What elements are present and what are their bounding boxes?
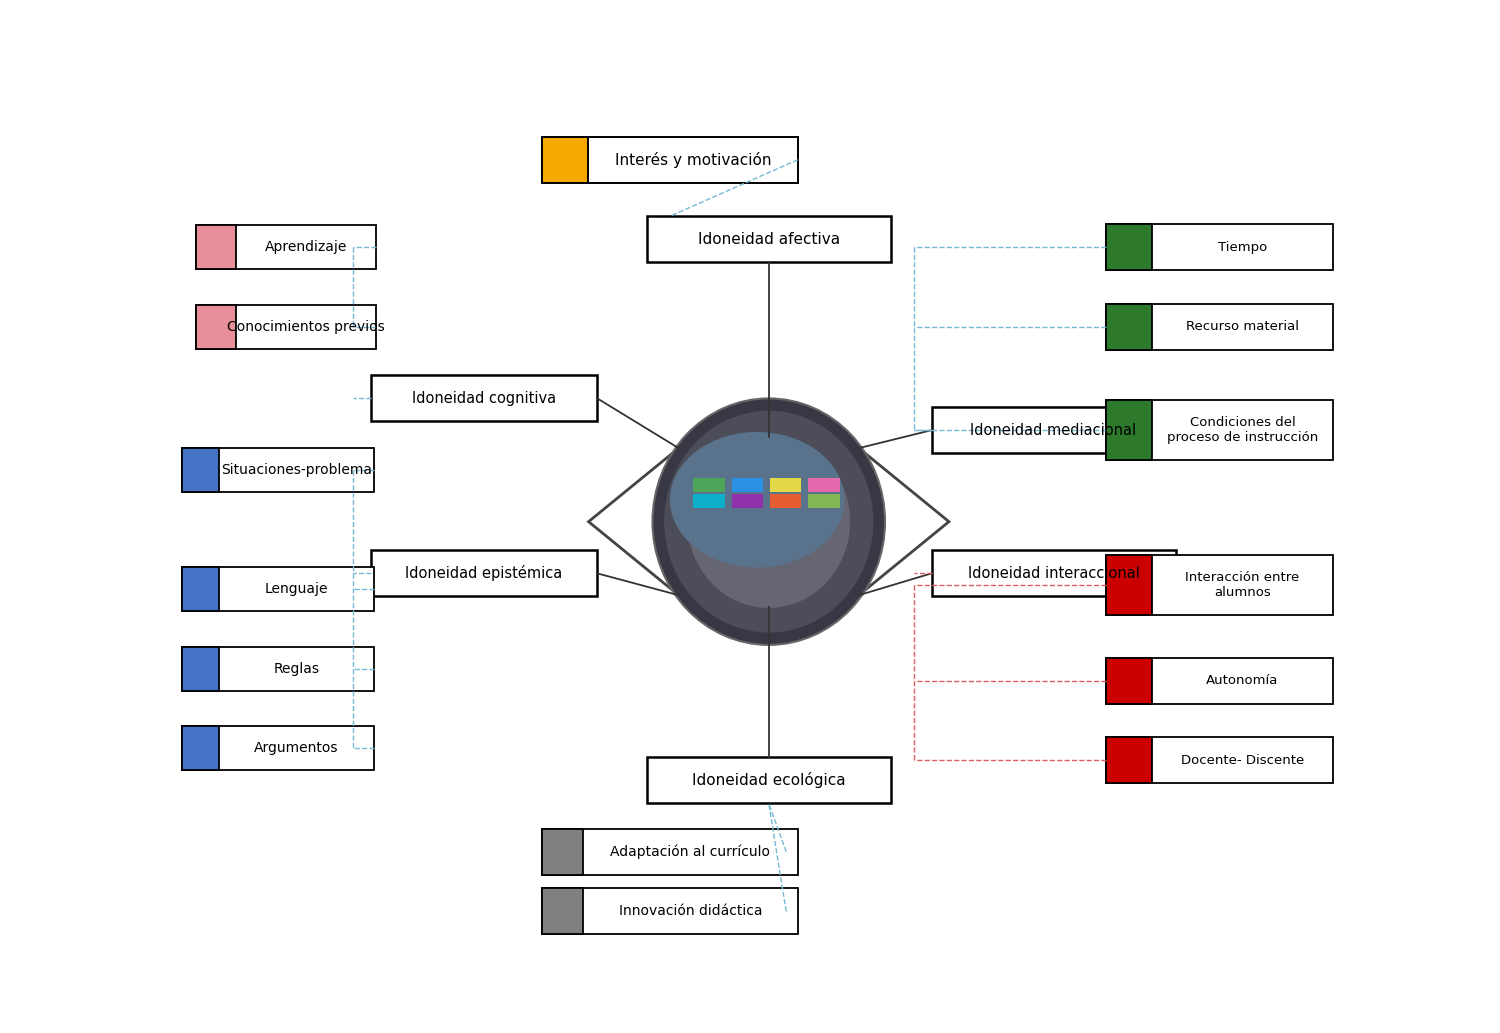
Text: Condiciones del
proceso de instrucción: Condiciones del proceso de instrucción (1167, 416, 1318, 444)
FancyBboxPatch shape (1107, 224, 1334, 271)
FancyBboxPatch shape (732, 478, 764, 492)
Text: Argumentos: Argumentos (254, 742, 339, 755)
Text: Innovación didáctica: Innovación didáctica (618, 905, 762, 918)
Bar (1107, 401, 1152, 460)
Text: Autonomía: Autonomía (1206, 675, 1278, 687)
Text: Adaptación al currículo: Adaptación al currículo (610, 845, 771, 859)
Text: Idoneidad cognitiva: Idoneidad cognitiva (413, 390, 556, 406)
FancyBboxPatch shape (1107, 401, 1334, 460)
FancyBboxPatch shape (693, 494, 724, 508)
Bar (1107, 224, 1152, 271)
FancyBboxPatch shape (646, 757, 891, 804)
Bar (542, 828, 584, 875)
Ellipse shape (652, 399, 885, 645)
Polygon shape (588, 448, 950, 595)
FancyBboxPatch shape (183, 567, 374, 612)
Text: Idoneidad epistémica: Idoneidad epistémica (405, 565, 562, 582)
Text: Lenguaje: Lenguaje (264, 583, 328, 596)
Bar (196, 305, 236, 349)
Bar (196, 225, 236, 270)
FancyBboxPatch shape (646, 216, 891, 262)
Bar (183, 726, 219, 771)
Text: Interés y motivación: Interés y motivación (615, 152, 771, 167)
Ellipse shape (687, 435, 850, 608)
FancyBboxPatch shape (196, 305, 376, 349)
Bar (542, 888, 584, 935)
Text: Reglas: Reglas (273, 662, 320, 676)
Text: Aprendizaje: Aprendizaje (266, 241, 348, 254)
FancyBboxPatch shape (542, 888, 798, 935)
FancyBboxPatch shape (932, 551, 1176, 596)
FancyBboxPatch shape (370, 551, 597, 596)
Text: Interacción entre
alumnos: Interacción entre alumnos (1185, 571, 1299, 599)
FancyBboxPatch shape (732, 494, 764, 508)
Bar (1107, 556, 1152, 615)
FancyBboxPatch shape (808, 494, 840, 508)
FancyBboxPatch shape (183, 647, 374, 691)
Ellipse shape (670, 432, 844, 567)
Bar (1107, 304, 1152, 350)
FancyBboxPatch shape (542, 828, 798, 875)
Bar (1107, 658, 1152, 703)
Ellipse shape (664, 411, 873, 632)
FancyBboxPatch shape (1107, 738, 1334, 783)
Text: Idoneidad mediacional: Idoneidad mediacional (970, 422, 1137, 438)
Bar (183, 448, 219, 492)
FancyBboxPatch shape (932, 407, 1176, 453)
FancyBboxPatch shape (693, 478, 724, 492)
FancyBboxPatch shape (183, 448, 374, 492)
Text: Situaciones-problema: Situaciones-problema (220, 463, 372, 477)
FancyBboxPatch shape (1107, 304, 1334, 350)
Bar (183, 647, 219, 691)
FancyBboxPatch shape (770, 478, 801, 492)
FancyBboxPatch shape (770, 494, 801, 508)
FancyBboxPatch shape (542, 136, 798, 183)
FancyBboxPatch shape (183, 726, 374, 771)
FancyBboxPatch shape (370, 375, 597, 421)
Bar (183, 567, 219, 612)
FancyBboxPatch shape (808, 478, 840, 492)
FancyBboxPatch shape (196, 225, 376, 270)
FancyBboxPatch shape (1107, 658, 1334, 703)
Text: Idoneidad interaccional: Idoneidad interaccional (968, 566, 1140, 581)
Text: Recurso material: Recurso material (1186, 320, 1299, 334)
Text: Tiempo: Tiempo (1218, 241, 1267, 254)
FancyBboxPatch shape (1107, 556, 1334, 615)
Text: Conocimientos previos: Conocimientos previos (228, 320, 386, 334)
Text: Idoneidad ecológica: Idoneidad ecológica (692, 773, 846, 788)
Bar (1107, 738, 1152, 783)
Text: Idoneidad afectiva: Idoneidad afectiva (698, 231, 840, 247)
Text: Docente- Discente: Docente- Discente (1180, 754, 1304, 766)
Bar (542, 136, 588, 183)
